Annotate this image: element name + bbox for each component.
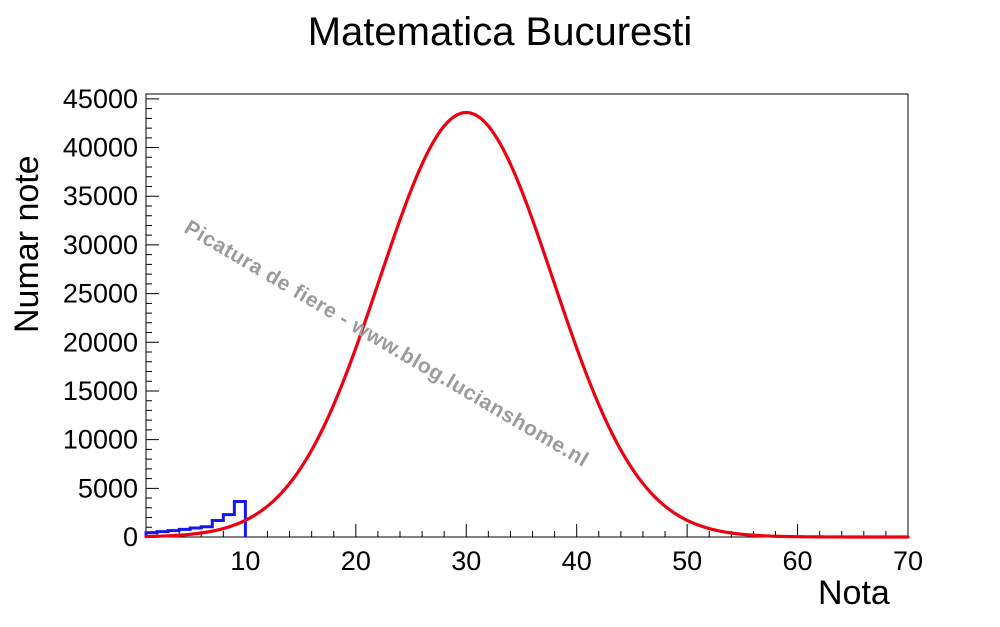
x-axis-title: Nota (818, 574, 890, 612)
y-tick-label: 10000 (63, 425, 138, 455)
y-tick-label: 30000 (63, 230, 138, 260)
y-tick-label: 15000 (63, 376, 138, 406)
y-tick-label: 20000 (63, 327, 138, 357)
y-tick-label: 0 (123, 522, 138, 552)
y-tick-label: 5000 (78, 473, 138, 503)
histogram-line (144, 499, 247, 537)
y-tick-label: 25000 (63, 279, 138, 309)
x-tick-label: 30 (451, 546, 481, 576)
axis-ticks (146, 98, 909, 538)
y-tick-labels: 0 5000 10000 15000 20000 25000 30000 35000 40000… (63, 84, 138, 552)
x-tick-label: 70 (893, 546, 923, 576)
x-tick-label: 50 (672, 546, 702, 576)
x-tick-labels: 10 20 30 40 50 60 70 (230, 546, 923, 576)
x-tick-label: 10 (230, 546, 260, 576)
y-tick-label: 35000 (63, 181, 138, 211)
fit-curve (144, 110, 910, 539)
plot-frame (145, 93, 909, 538)
x-tick-label: 60 (783, 546, 813, 576)
chart-title: Matematica Bucuresti (307, 10, 693, 54)
x-tick-label: 20 (341, 546, 371, 576)
y-tick-label: 40000 (63, 133, 138, 163)
x-tick-label: 40 (562, 546, 592, 576)
y-tick-label: 45000 (63, 84, 138, 114)
